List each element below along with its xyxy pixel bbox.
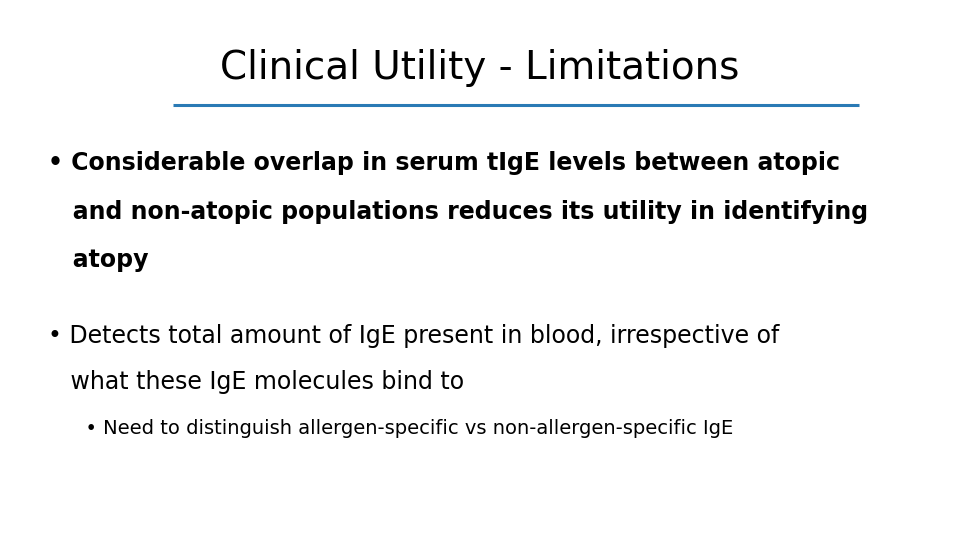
Text: what these IgE molecules bind to: what these IgE molecules bind to [48, 370, 464, 394]
Text: • Detects total amount of IgE present in blood, irrespective of: • Detects total amount of IgE present in… [48, 324, 780, 348]
Text: • Considerable overlap in serum tIgE levels between atopic: • Considerable overlap in serum tIgE lev… [48, 151, 840, 175]
Text: • Need to distinguish allergen-specific vs non-allergen-specific IgE: • Need to distinguish allergen-specific … [48, 418, 733, 437]
Text: and non-atopic populations reduces its utility in identifying: and non-atopic populations reduces its u… [48, 200, 868, 224]
Text: Clinical Utility - Limitations: Clinical Utility - Limitations [220, 49, 740, 86]
Text: atopy: atopy [48, 248, 149, 272]
